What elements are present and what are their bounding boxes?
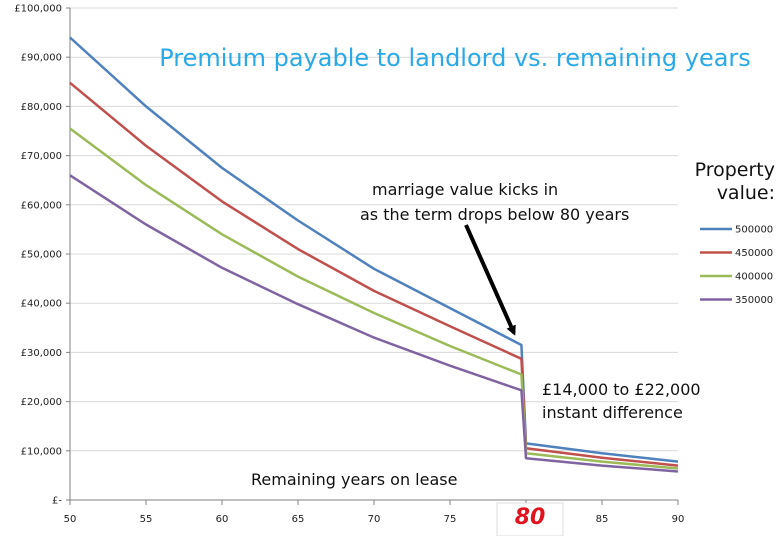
x-tick-label: 60 (216, 514, 229, 525)
series-line-500000 (69, 36, 679, 463)
x-tick-label: 90 (672, 514, 685, 525)
chart-title: Premium payable to landlord vs. remainin… (159, 44, 751, 72)
annotation-difference-line-1: £14,000 to £22,000 (542, 380, 701, 399)
series-line-400000 (69, 127, 679, 470)
y-tick-label: £20,000 (21, 397, 62, 408)
gridlines (66, 7, 679, 505)
legend-label-500000: 500000 (735, 225, 773, 236)
y-tick-label: £30,000 (21, 348, 62, 359)
annotation-marriage-line-1: marriage value kicks in (372, 180, 558, 199)
legend: 500000 450000 400000 350000 (700, 225, 773, 306)
x-tick-label: 55 (140, 514, 153, 525)
series-line-350000 (69, 174, 679, 473)
y-tick-label: £40,000 (21, 299, 62, 310)
y-tick-label: £50,000 (21, 250, 62, 261)
x-tick-label: 70 (368, 514, 381, 525)
x-tick-labels: 50 55 60 65 70 75 85 90 (64, 514, 685, 525)
legend-title-line-2: value: (717, 182, 775, 204)
y-tick-label: £10,000 (21, 446, 62, 457)
x-axis-label: Remaining years on lease (251, 470, 457, 489)
legend-label-350000: 350000 (735, 295, 773, 306)
y-tick-label: £70,000 (21, 151, 62, 162)
x-tick-label: 50 (64, 514, 77, 525)
highlight-tick-box (496, 502, 564, 536)
y-tick-label: £80,000 (21, 102, 62, 113)
annotation-arrow (464, 224, 516, 336)
x-tick-label: 75 (444, 514, 457, 525)
y-tick-label: £90,000 (21, 53, 62, 64)
y-tick-label: £100,000 (14, 4, 62, 15)
x-tick-label: 85 (596, 514, 609, 525)
annotation-marriage-line-2: as the term drops below 80 years (360, 205, 629, 224)
annotation-difference-line-2: instant difference (542, 403, 683, 422)
y-tick-labels: £- £10,000 £20,000 £30,000 £40,000 £50,000 £60… (14, 4, 62, 507)
y-tick-label: £60,000 (21, 200, 62, 211)
series-lines (69, 36, 679, 473)
y-tick-label: £- (52, 496, 62, 507)
highlight-tick-label: 80 (515, 505, 546, 530)
legend-label-450000: 450000 (735, 248, 773, 259)
legend-label-400000: 400000 (735, 272, 773, 283)
series-line-450000 (69, 81, 679, 467)
legend-title-line-1: Property (695, 159, 775, 181)
x-tick-label: 65 (292, 514, 305, 525)
